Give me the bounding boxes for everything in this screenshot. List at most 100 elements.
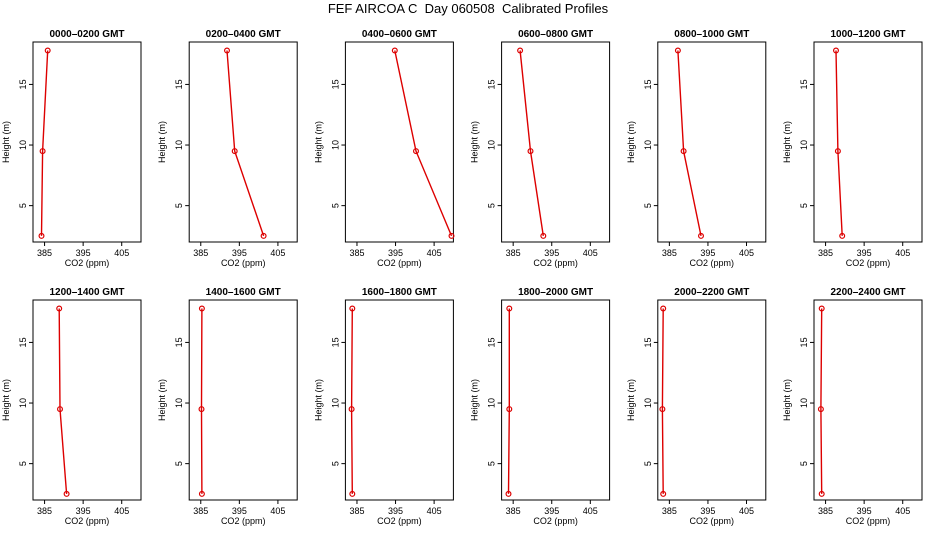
data-point — [198, 305, 205, 312]
y-tick-label: 15 — [487, 337, 497, 347]
data-point — [660, 490, 667, 497]
x-axis-label: CO2 (ppm) — [846, 258, 891, 268]
y-tick-label: 5 — [799, 461, 809, 466]
x-tick-label: 405 — [427, 506, 442, 516]
data-point — [413, 148, 420, 155]
plot-frame — [501, 299, 611, 501]
data-point — [349, 305, 356, 312]
panel-title: 1400–1600 GMT — [206, 287, 281, 298]
panel-title: 0200–0400 GMT — [206, 29, 281, 40]
plot-frame — [188, 41, 298, 243]
profile-line — [394, 50, 453, 237]
x-tick-label: 385 — [818, 248, 833, 258]
panel-6: 1200–1400 GMT 385 395 405 5 10 15 CO2 (ppm) Heig… — [1, 287, 142, 526]
data-point — [38, 232, 45, 239]
data-point — [56, 406, 63, 413]
y-tick-label: 5 — [799, 203, 809, 208]
x-tick-label: 395 — [388, 506, 403, 516]
plot-frame — [657, 299, 767, 501]
y-tick-label: 10 — [487, 398, 497, 408]
y-tick-label: 15 — [643, 337, 653, 347]
data-point — [198, 490, 205, 497]
panel-title: 0800–1000 GMT — [674, 29, 749, 40]
y-tick-label: 15 — [799, 337, 809, 347]
y-axis-label: Height (m) — [157, 121, 167, 163]
x-tick-label: 385 — [506, 506, 521, 516]
y-tick-label: 10 — [799, 398, 809, 408]
data-point — [517, 47, 524, 54]
x-axis-label: CO2 (ppm) — [533, 516, 578, 526]
y-axis-label: Height (m) — [626, 379, 636, 421]
x-tick-label: 405 — [270, 506, 285, 516]
x-tick-label: 395 — [388, 248, 403, 258]
data-point — [832, 47, 839, 54]
x-axis-label: CO2 (ppm) — [221, 258, 266, 268]
y-tick-label: 5 — [643, 203, 653, 208]
y-tick-label: 15 — [330, 337, 340, 347]
profile-line — [40, 50, 49, 236]
panel-0: 0000–0200 GMT 385 395 405 5 10 15 CO2 (ppm) Heig… — [1, 29, 142, 268]
y-tick-label: 15 — [799, 79, 809, 89]
data-point — [506, 406, 513, 413]
profile-line — [519, 50, 544, 237]
x-tick-label: 395 — [544, 506, 559, 516]
x-tick-label: 405 — [427, 248, 442, 258]
profile-line — [661, 308, 664, 494]
y-axis-label: Height (m) — [1, 121, 11, 163]
y-tick-label: 10 — [174, 398, 184, 408]
y-axis-label: Height (m) — [470, 121, 480, 163]
y-tick-label: 15 — [18, 79, 28, 89]
data-point — [231, 148, 238, 155]
plot-frame — [501, 41, 611, 243]
data-point — [260, 232, 267, 239]
data-point — [818, 305, 825, 312]
y-tick-label: 5 — [18, 203, 28, 208]
data-point — [818, 490, 825, 497]
panel-7: 1400–1600 GMT 385 395 405 5 10 15 CO2 (ppm) Heig… — [157, 287, 298, 526]
profile-line — [820, 308, 823, 494]
y-tick-label: 10 — [799, 140, 809, 150]
y-axis-label: Height (m) — [313, 121, 323, 163]
profile-line — [226, 50, 265, 237]
panel-4: 0800–1000 GMT 385 395 405 5 10 15 CO2 (ppm) Heig… — [626, 29, 767, 268]
panel-8: 1600–1800 GMT 385 395 405 5 10 15 CO2 (ppm) Heig… — [313, 287, 454, 526]
x-axis-label: CO2 (ppm) — [846, 516, 891, 526]
y-tick-label: 5 — [330, 203, 340, 208]
y-tick-label: 5 — [330, 461, 340, 466]
data-point — [39, 148, 46, 155]
data-point — [674, 47, 681, 54]
x-tick-label: 395 — [232, 248, 247, 258]
profile-line — [507, 308, 510, 494]
x-tick-label: 405 — [583, 506, 598, 516]
x-tick-label: 395 — [857, 248, 872, 258]
y-tick-label: 15 — [174, 79, 184, 89]
panel-5: 1000–1200 GMT 385 395 405 5 10 15 CO2 (ppm) Heig… — [782, 29, 923, 268]
x-tick-label: 395 — [700, 506, 715, 516]
plot-frame — [813, 41, 923, 243]
x-tick-label: 405 — [895, 248, 910, 258]
y-tick-label: 15 — [18, 337, 28, 347]
panel-title: 2000–2200 GMT — [674, 287, 749, 298]
y-tick-label: 10 — [174, 140, 184, 150]
y-axis-label: Height (m) — [782, 379, 792, 421]
profile-line — [835, 50, 843, 236]
data-point — [348, 406, 355, 413]
x-tick-label: 385 — [662, 506, 677, 516]
y-tick-label: 5 — [174, 203, 184, 208]
data-point — [660, 305, 667, 312]
data-point — [349, 490, 356, 497]
x-tick-label: 405 — [739, 248, 754, 258]
data-point — [505, 490, 512, 497]
x-tick-label: 395 — [76, 506, 91, 516]
panel-title: 0600–0800 GMT — [518, 29, 593, 40]
data-point — [224, 47, 231, 54]
data-point — [391, 47, 398, 54]
x-tick-label: 405 — [583, 248, 598, 258]
x-tick-label: 395 — [700, 248, 715, 258]
panel-title: 1200–1400 GMT — [49, 287, 124, 298]
plot-frame — [657, 41, 767, 243]
plot-frame — [32, 299, 142, 501]
data-point — [63, 490, 70, 497]
y-tick-label: 15 — [174, 337, 184, 347]
x-tick-label: 405 — [114, 248, 129, 258]
